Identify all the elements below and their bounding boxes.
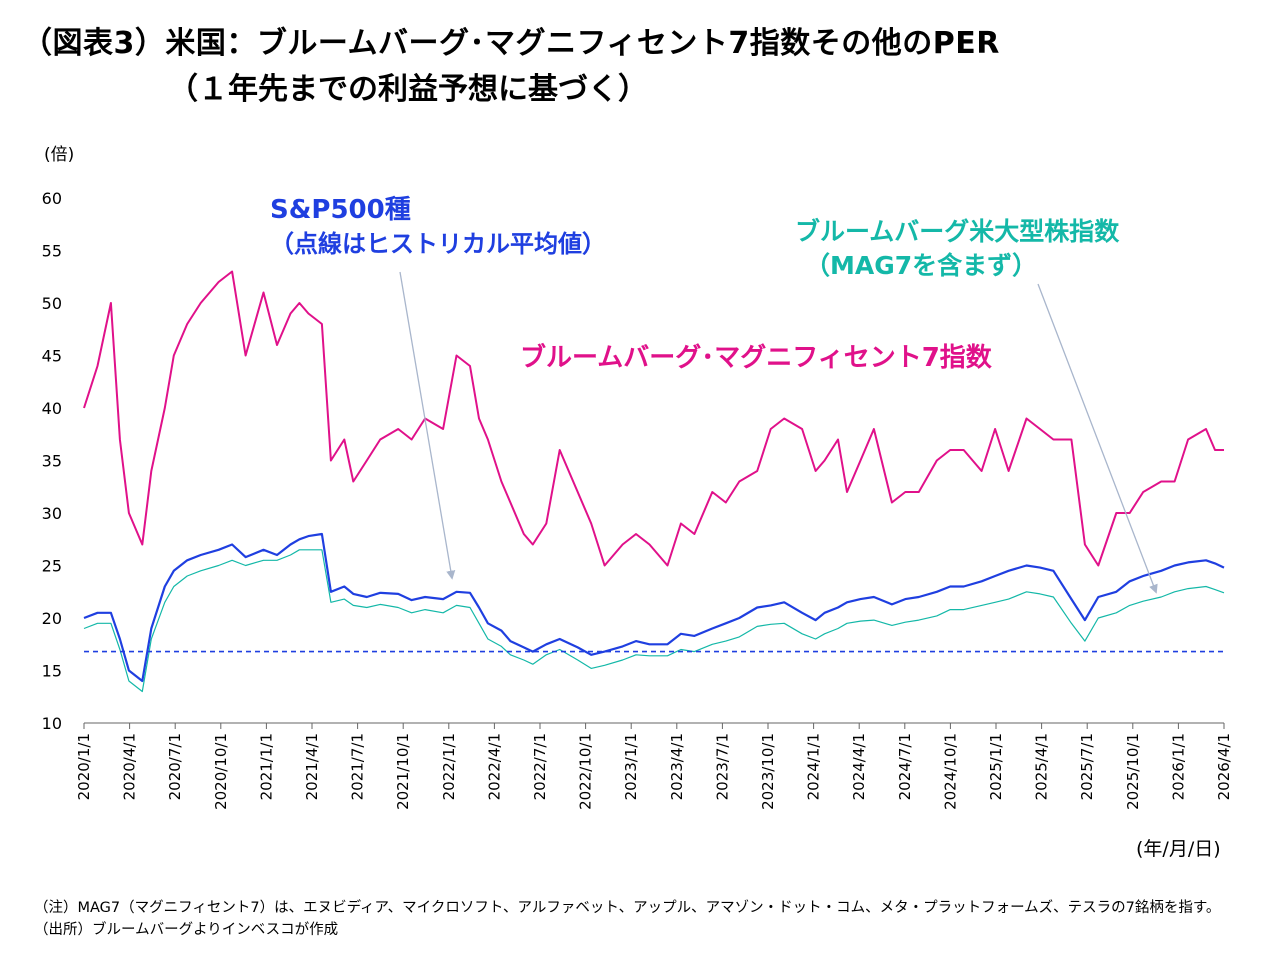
chart-subtitle: （１年先までの利益予想に基づく） xyxy=(168,72,648,107)
x-tick-label: 2023/10/1 xyxy=(759,733,777,810)
x-tick-label: 2024/4/1 xyxy=(850,733,868,800)
annotation-sp500-subtitle: （点線はヒストリカル平均値） xyxy=(270,230,606,258)
x-tick-label: 2023/7/1 xyxy=(713,733,731,800)
x-tick-label: 2022/1/1 xyxy=(440,733,458,800)
x-tick-label: 2025/1/1 xyxy=(987,733,1005,800)
x-tick-label: 2026/1/1 xyxy=(1169,733,1187,800)
y-tick-label: 25 xyxy=(42,557,62,576)
y-tick-label: 10 xyxy=(42,714,62,733)
sp500-annotation-arrow xyxy=(399,271,456,580)
y-tick-label: 15 xyxy=(42,662,62,681)
x-tick-label: 2020/4/1 xyxy=(121,733,139,800)
x-tick-label: 2020/10/1 xyxy=(212,733,230,810)
large-cap-ex-mag7-per-line xyxy=(83,549,1225,693)
footnote-mag7: （注）MAG7（マグニフィセント7）は、エヌビディア、マイクロソフト、アルファベ… xyxy=(34,900,1221,916)
x-tick-label: 2022/4/1 xyxy=(485,733,503,800)
y-tick-label: 50 xyxy=(42,294,62,313)
y-tick-label: 60 xyxy=(42,189,62,208)
y-tick-label: 20 xyxy=(42,609,62,628)
y-tick-label: 45 xyxy=(42,347,62,366)
y-axis-unit-label: (倍) xyxy=(44,145,75,165)
annotation-mag7-title: ブルームバーグ･マグニフィセント7指数 xyxy=(520,342,993,373)
mag7-per-line xyxy=(83,270,1224,567)
x-tick-label: 2025/7/1 xyxy=(1078,733,1096,800)
y-tick-label: 30 xyxy=(42,504,62,523)
x-tick-label: 2020/7/1 xyxy=(166,733,184,800)
x-tick-label: 2026/4/1 xyxy=(1215,733,1233,800)
annotation-sp500-title: S&P500種 xyxy=(270,195,411,225)
sp500-per-line xyxy=(83,532,1225,683)
footnote-source: （出所）ブルームバーグよりインベスコが作成 xyxy=(34,922,339,938)
x-tick-label: 2023/1/1 xyxy=(622,733,640,800)
x-tick-label: 2022/7/1 xyxy=(531,733,549,800)
x-tick-label: 2025/10/1 xyxy=(1124,733,1142,810)
chart-title: （図表3）米国：ブルームバーグ･マグニフィセント7指数その他のPER xyxy=(22,26,1000,61)
x-tick-label: 2021/4/1 xyxy=(303,733,321,800)
x-tick-label: 2020/1/1 xyxy=(75,733,93,800)
y-tick-label: 35 xyxy=(42,452,62,471)
y-tick-label: 55 xyxy=(42,242,62,261)
y-tick-label: 40 xyxy=(42,399,62,418)
x-tick-label: 2021/1/1 xyxy=(257,733,275,800)
x-tick-label: 2022/10/1 xyxy=(577,733,595,810)
annotation-large-cap-title: ブルームバーグ米大型株指数 xyxy=(795,217,1120,246)
x-axis-unit-label: (年/月/日) xyxy=(1136,838,1221,860)
x-tick-label: 2024/10/1 xyxy=(941,733,959,810)
x-tick-label: 2023/4/1 xyxy=(668,733,686,800)
x-tick-label: 2021/10/1 xyxy=(394,733,412,810)
large-cap-annotation-arrow xyxy=(1037,283,1158,594)
x-tick-label: 2021/7/1 xyxy=(349,733,367,800)
x-tick-label: 2025/4/1 xyxy=(1033,733,1051,800)
x-tick-label: 2024/1/1 xyxy=(805,733,823,800)
x-tick-label: 2024/7/1 xyxy=(896,733,914,800)
annotation-large-cap-subtitle: （MAG7を含まず） xyxy=(805,251,1037,280)
